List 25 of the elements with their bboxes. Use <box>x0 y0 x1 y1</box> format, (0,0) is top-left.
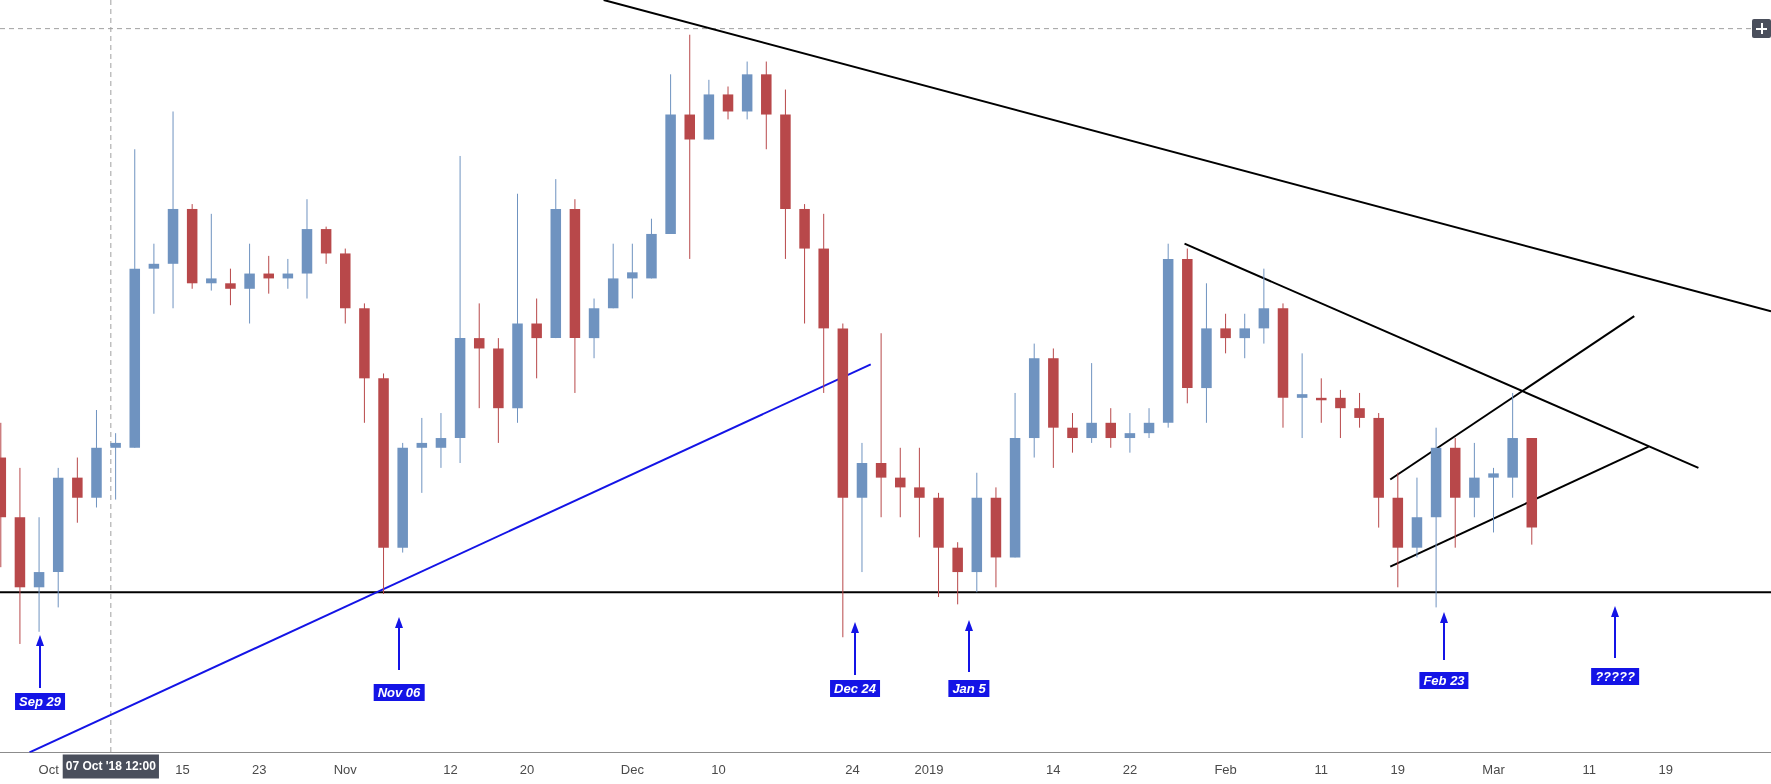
x-tick-label: 10 <box>711 761 726 777</box>
text: Sep 29 <box>15 693 65 710</box>
x-tick-label: 19 <box>1658 761 1673 777</box>
x-tick-label: 11 <box>1314 761 1329 777</box>
x-tick-label: Mar <box>1482 761 1506 777</box>
x-tick-label: Feb <box>1214 761 1237 777</box>
x-tick-label: 11 <box>1582 761 1596 777</box>
x-tick-label: 20 <box>519 761 535 777</box>
x-tick-label: 24 <box>845 761 860 777</box>
text: ????? <box>1591 668 1639 685</box>
x-tick-label: 23 <box>251 761 267 777</box>
ref-line-label: 07 Oct '18 12:00 <box>65 758 157 773</box>
text: Nov 06 <box>373 684 425 701</box>
x-tick-label: Dec <box>620 761 645 777</box>
x-tick-label: 19 <box>1390 761 1406 777</box>
x-tick-label: 15 <box>175 761 190 777</box>
x-tick-label: Nov <box>333 761 358 777</box>
x-tick-label: 12 <box>443 761 458 777</box>
text: Jan 5 <box>948 680 990 697</box>
x-tick-label: 2019 <box>914 761 944 777</box>
x-tick-label: 22 <box>1122 761 1138 777</box>
text: Feb 23 <box>1419 672 1469 689</box>
x-tick-label: 14 <box>1046 761 1061 777</box>
text: Dec 24 <box>830 680 880 697</box>
x-tick-label: Oct <box>38 761 60 777</box>
